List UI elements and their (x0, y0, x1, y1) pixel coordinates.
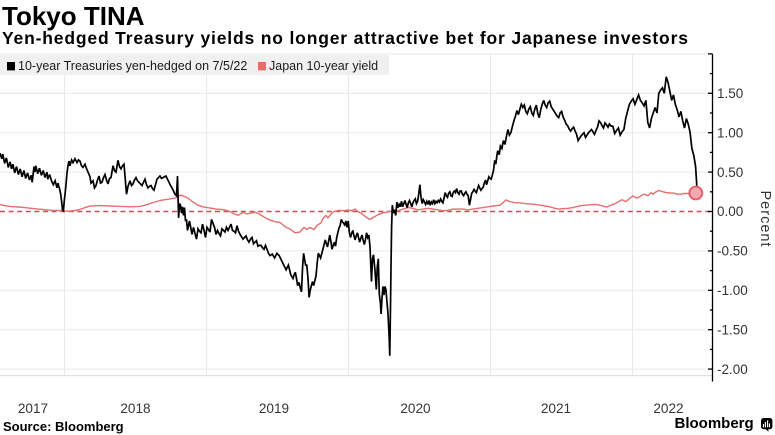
svg-text:-2.00: -2.00 (717, 362, 748, 377)
svg-text:1.00: 1.00 (717, 125, 743, 140)
svg-text:2019: 2019 (259, 401, 289, 416)
svg-text:10-year Treasuries yen-hedged: 10-year Treasuries yen-hedged on 7/5/22 (18, 59, 247, 73)
svg-text:-0.50: -0.50 (717, 244, 748, 259)
svg-text:0.00: 0.00 (717, 204, 743, 219)
svg-text:-1.50: -1.50 (717, 322, 748, 337)
svg-text:2020: 2020 (400, 401, 431, 416)
svg-text:-1.00: -1.00 (717, 283, 748, 298)
svg-text:Japan 10-year yield: Japan 10-year yield (269, 59, 378, 73)
svg-text:2018: 2018 (120, 401, 150, 416)
svg-text:Percent: Percent (757, 191, 773, 248)
svg-text:2017: 2017 (18, 401, 48, 416)
svg-text:2022: 2022 (653, 401, 683, 416)
svg-text:1.50: 1.50 (717, 86, 743, 101)
svg-text:2021: 2021 (541, 401, 571, 416)
svg-text:0.50: 0.50 (717, 165, 743, 180)
